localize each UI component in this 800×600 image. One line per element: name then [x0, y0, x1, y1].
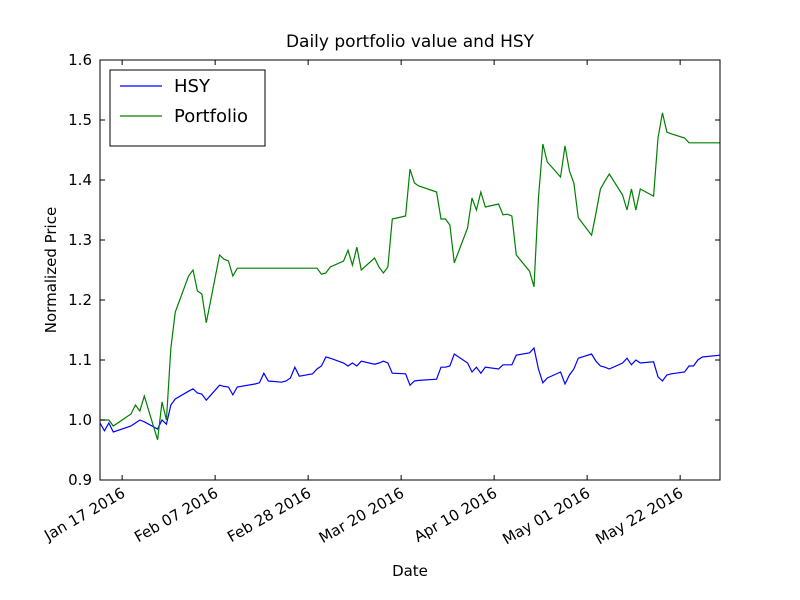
legend-box: [109, 69, 266, 147]
y-tick-label: 0.9: [68, 471, 92, 489]
legend-label: HSY: [174, 76, 211, 97]
chart-title: Daily portfolio value and HSY: [286, 32, 535, 52]
y-tick-label: 1.6: [68, 51, 92, 69]
series-line: [99, 346, 721, 433]
axes-frame: [99, 59, 721, 481]
y-tick-label: 1.5: [68, 111, 92, 129]
y-tick-label: 1.2: [68, 291, 92, 309]
x-axis-label: Date: [392, 562, 428, 580]
series-line: [100, 112, 720, 440]
y-tick-label: 1.3: [68, 231, 92, 249]
legend-label: Portfolio: [174, 106, 248, 127]
y-tick-label: 1.0: [68, 411, 92, 429]
y-tick-label: 1.1: [68, 351, 92, 369]
y-axis-label: Normalized Price: [42, 207, 60, 333]
y-tick-label: 1.4: [68, 171, 92, 189]
plot-area: [99, 112, 721, 440]
